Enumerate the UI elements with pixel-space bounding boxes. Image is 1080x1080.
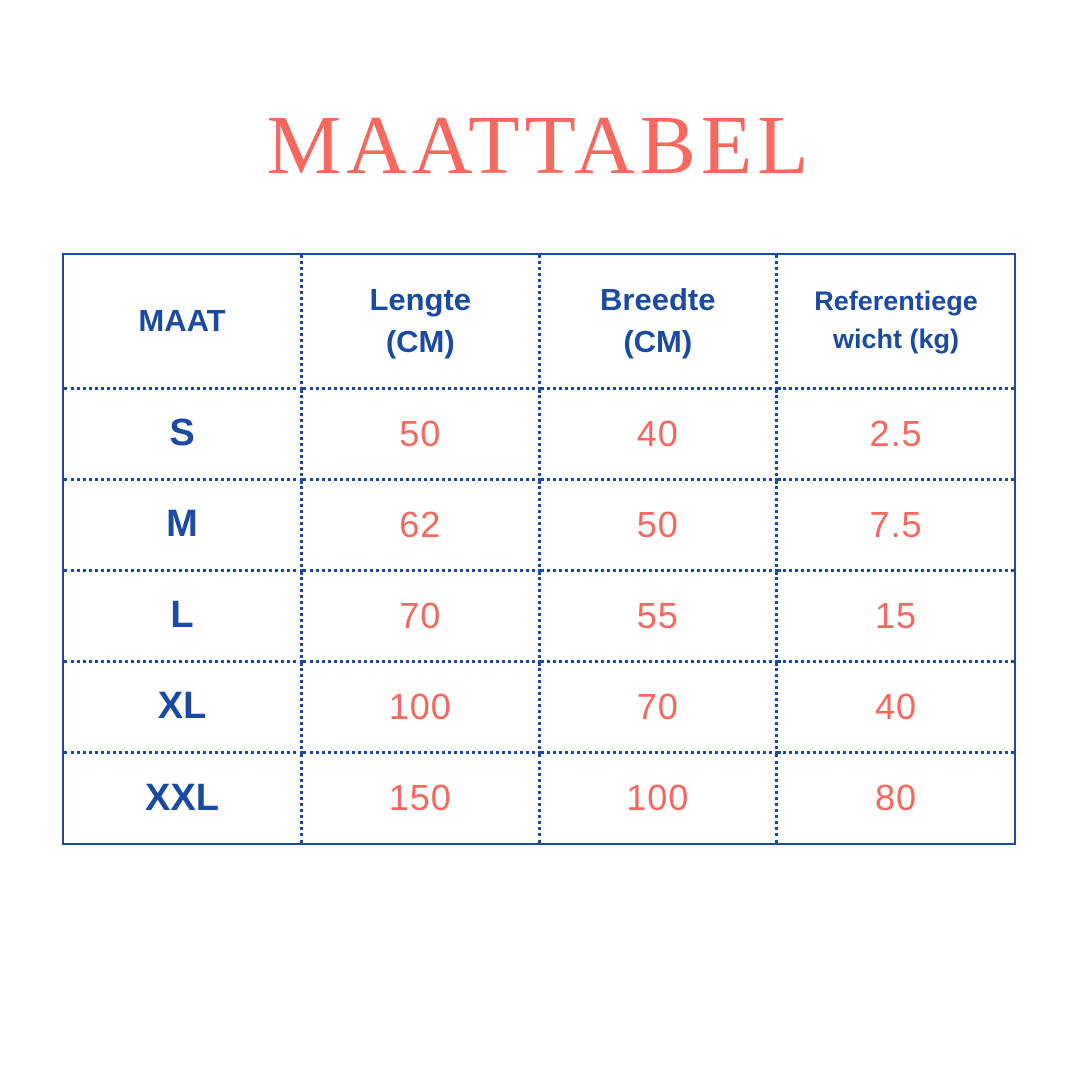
table-row-xl: XL 100 70 40 [64, 659, 1014, 754]
size-cell: L [64, 568, 303, 663]
column-header-referentiegewicht: Referentiege wicht (kg) [775, 255, 1014, 390]
column-header-breedte: Breedte (CM) [537, 255, 778, 390]
breedte-cell: 70 [537, 659, 778, 754]
column-header-label: Referentiege [814, 285, 978, 316]
gewicht-cell: 80 [775, 750, 1014, 843]
table-row-m: M 62 50 7.5 [64, 477, 1014, 572]
gewicht-cell: 2.5 [775, 386, 1014, 481]
table-row-s: S 50 40 2.5 [64, 386, 1014, 481]
column-header-unit: wicht (kg) [833, 323, 959, 354]
breedte-cell: 55 [537, 568, 778, 663]
size-table-header: MAAT Lengte (CM) Breedte (CM) Referentie… [64, 255, 1014, 390]
size-cell: XL [64, 659, 303, 754]
breedte-cell: 50 [537, 477, 778, 572]
size-cell: M [64, 477, 303, 572]
size-table-body: S 50 40 2.5 M 62 50 7.5 L 70 55 15 [64, 386, 1014, 843]
gewicht-cell: 40 [775, 659, 1014, 754]
breedte-cell: 40 [537, 386, 778, 481]
header-row: MAAT Lengte (CM) Breedte (CM) Referentie… [64, 255, 1014, 390]
lengte-cell: 150 [300, 750, 541, 843]
column-header-unit: (CM) [385, 323, 455, 359]
lengte-cell: 62 [300, 477, 541, 572]
column-header-lengte: Lengte (CM) [300, 255, 541, 390]
column-header-label: Breedte [600, 281, 716, 317]
lengte-cell: 100 [300, 659, 541, 754]
table-row-l: L 70 55 15 [64, 568, 1014, 663]
size-cell: S [64, 386, 303, 481]
lengte-cell: 50 [300, 386, 541, 481]
gewicht-cell: 7.5 [775, 477, 1014, 572]
size-cell: XXL [64, 750, 303, 843]
page-title: MAATTABEL [266, 99, 814, 192]
table-row-xxl: XXL 150 100 80 [64, 750, 1014, 843]
breedte-cell: 100 [537, 750, 778, 843]
size-table: MAAT Lengte (CM) Breedte (CM) Referentie… [64, 255, 1014, 843]
lengte-cell: 70 [300, 568, 541, 663]
gewicht-cell: 15 [775, 568, 1014, 663]
column-header-label: Lengte [369, 281, 472, 317]
column-header-unit: (CM) [623, 323, 693, 359]
column-header-maat: MAAT [64, 255, 303, 390]
column-header-label: MAAT [138, 302, 226, 338]
size-table-container: MAAT Lengte (CM) Breedte (CM) Referentie… [62, 253, 1016, 845]
